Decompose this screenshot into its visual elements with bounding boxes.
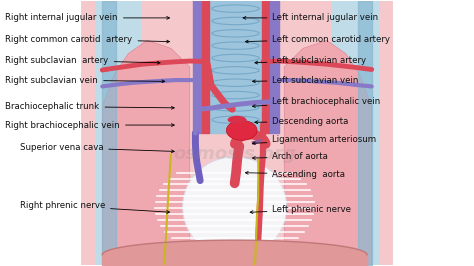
Ellipse shape <box>211 110 263 120</box>
Text: Left subclavian artery: Left subclavian artery <box>255 56 366 65</box>
Text: Left internal jugular vein: Left internal jugular vein <box>243 13 379 22</box>
Text: Ascending  aorta: Ascending aorta <box>246 169 346 178</box>
Text: Descending aorta: Descending aorta <box>255 117 349 126</box>
Ellipse shape <box>211 72 263 82</box>
Ellipse shape <box>182 157 287 257</box>
Text: Right internal jugular vein: Right internal jugular vein <box>5 13 170 22</box>
Text: Superior vena cava: Superior vena cava <box>19 143 174 153</box>
Text: Left common carotid artery: Left common carotid artery <box>246 35 391 44</box>
FancyBboxPatch shape <box>95 1 143 265</box>
Text: Arch of aorta: Arch of aorta <box>253 152 328 161</box>
Text: Left phrenic nerve: Left phrenic nerve <box>250 205 351 214</box>
Text: Right subclavian  artery: Right subclavian artery <box>5 56 160 65</box>
Ellipse shape <box>228 116 246 124</box>
Ellipse shape <box>211 123 263 133</box>
FancyBboxPatch shape <box>331 1 379 265</box>
Text: Right common carotid  artery: Right common carotid artery <box>5 35 170 44</box>
Ellipse shape <box>227 120 257 140</box>
Text: Right subclavian vein: Right subclavian vein <box>5 76 165 85</box>
Text: Right phrenic nerve: Right phrenic nerve <box>19 201 170 213</box>
Ellipse shape <box>211 22 263 32</box>
Ellipse shape <box>211 9 263 19</box>
Polygon shape <box>284 40 372 265</box>
Text: Brachiocephalic trunk: Brachiocephalic trunk <box>5 102 174 111</box>
Ellipse shape <box>211 85 263 95</box>
Ellipse shape <box>211 34 263 44</box>
Ellipse shape <box>211 47 263 57</box>
Ellipse shape <box>211 97 263 107</box>
Text: Right brachiocephalic vein: Right brachiocephalic vein <box>5 120 174 130</box>
Text: Ligamentum arteriosum: Ligamentum arteriosum <box>253 135 376 145</box>
FancyBboxPatch shape <box>81 0 393 266</box>
Text: Left subclavian vein: Left subclavian vein <box>253 76 359 85</box>
Ellipse shape <box>211 60 263 69</box>
Polygon shape <box>206 1 268 133</box>
Polygon shape <box>102 40 190 265</box>
Text: Left brachiocephalic vein: Left brachiocephalic vein <box>253 97 381 107</box>
Text: osmosis.org: osmosis.org <box>173 145 296 163</box>
